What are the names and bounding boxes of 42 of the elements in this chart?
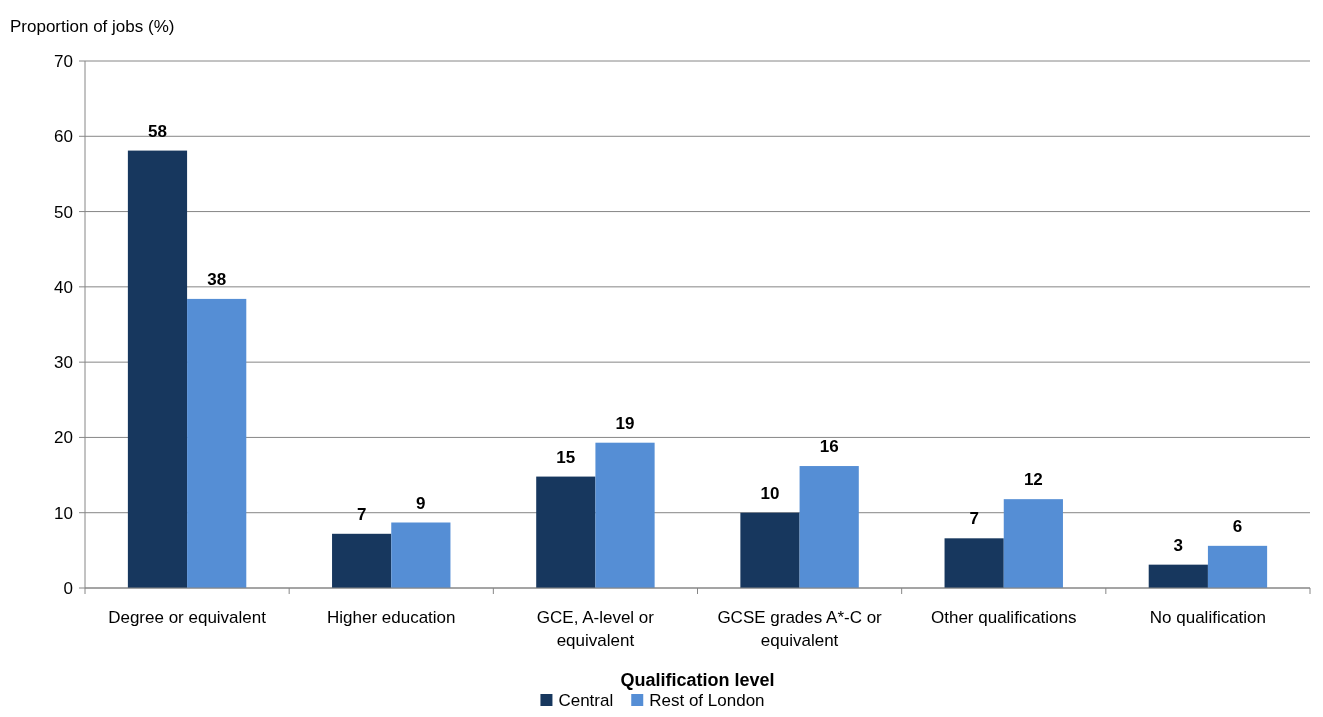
bar — [595, 442, 655, 588]
y-tick-label: 30 — [54, 353, 73, 373]
bar — [332, 533, 392, 588]
y-axis-title: Proportion of jobs (%) — [10, 17, 175, 36]
data-label: 19 — [615, 413, 635, 433]
y-tick-label: 40 — [54, 277, 73, 297]
legend-label: Rest of London — [649, 691, 765, 710]
y-tick-label: 50 — [54, 202, 73, 222]
x-axis-title: Qualification level — [620, 670, 775, 690]
x-tick-label: GCSE grades A*-C or equivalent — [717, 608, 883, 650]
data-label: 3 — [1173, 535, 1184, 555]
data-label: 12 — [1023, 470, 1043, 490]
x-tick-label: GCE, A-level or equivalent — [536, 608, 655, 650]
data-label: 7 — [356, 504, 367, 524]
y-tick-label: 0 — [63, 578, 73, 598]
x-tick-label: Degree or equivalent — [108, 608, 267, 627]
bar — [127, 150, 188, 588]
bar — [944, 538, 1004, 588]
data-label: 16 — [819, 437, 839, 457]
data-label: 58 — [148, 121, 167, 141]
y-tick-label: 10 — [54, 503, 73, 523]
data-label: 7 — [969, 509, 979, 529]
bar — [1207, 545, 1268, 588]
x-tick-label: Other qualifications — [930, 608, 1077, 627]
data-label: 15 — [556, 447, 576, 467]
bar — [391, 522, 451, 588]
bar — [740, 512, 800, 588]
data-label: 6 — [1232, 516, 1243, 536]
data-label: 10 — [760, 483, 780, 503]
bar — [187, 298, 247, 588]
y-tick-label: 70 — [54, 51, 73, 71]
y-tick-label: 20 — [54, 428, 73, 448]
data-label: 38 — [207, 269, 227, 289]
bar — [1148, 564, 1208, 588]
x-tick-label: No qualification — [1149, 608, 1267, 627]
bar — [799, 466, 859, 588]
bar — [1003, 499, 1063, 588]
bar — [536, 476, 596, 588]
data-label: 9 — [416, 493, 426, 513]
x-tick-label: Higher education — [326, 608, 456, 627]
y-tick-label: 60 — [54, 127, 73, 147]
legend-label: Central — [558, 691, 614, 710]
